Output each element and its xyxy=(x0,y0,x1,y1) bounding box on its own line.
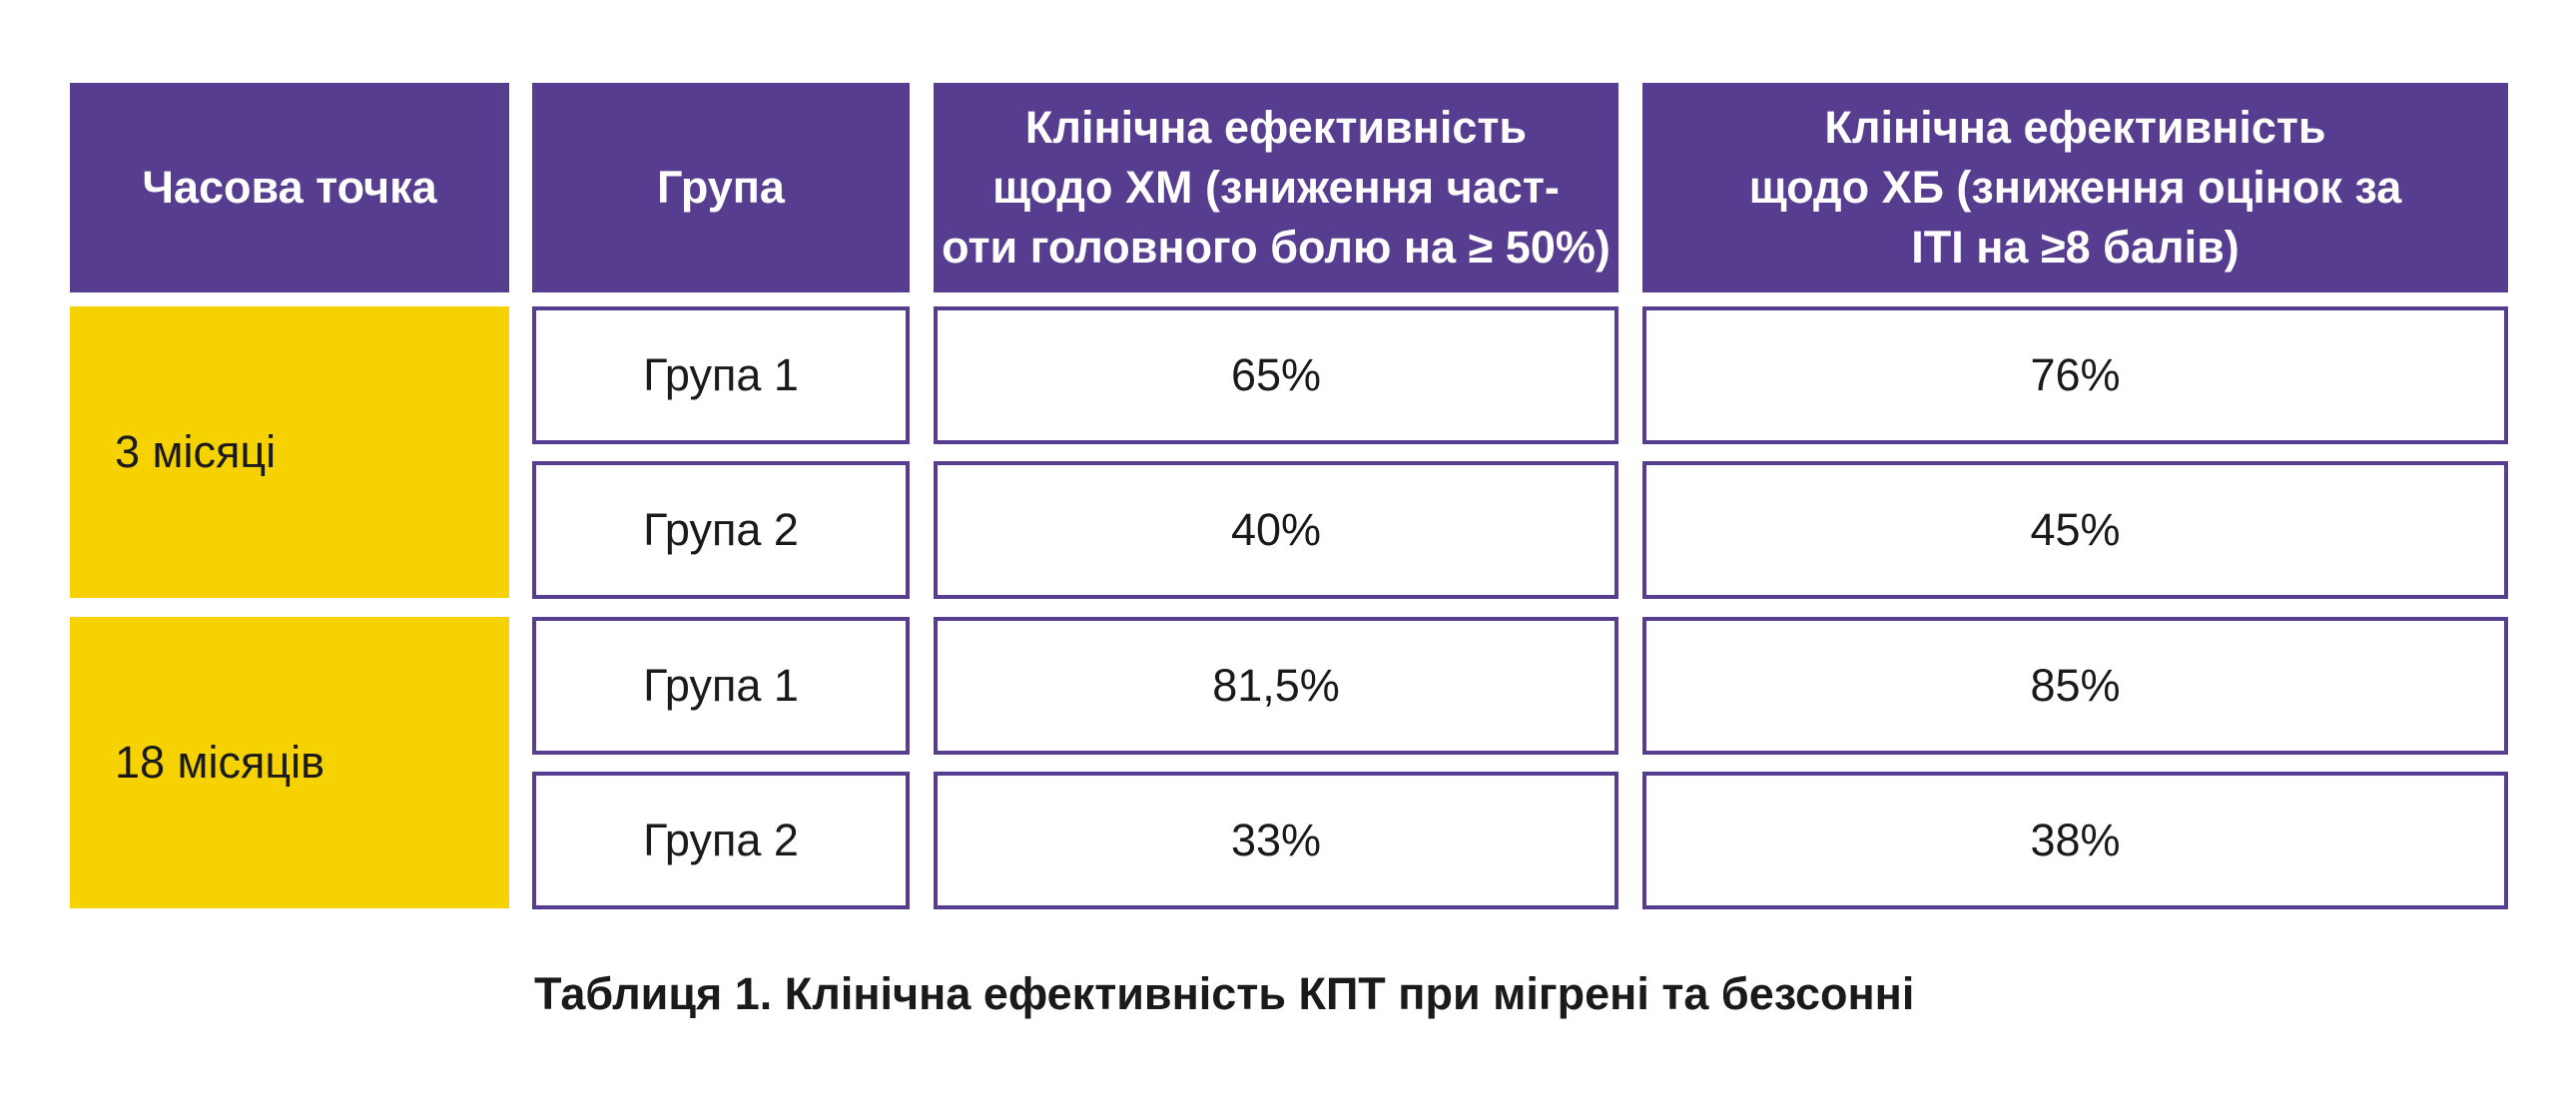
xb-value: 45% xyxy=(2030,504,2121,555)
header-xm-line-3: оти головного болю на ≥ 50%) xyxy=(942,222,1610,273)
group-label: Група 1 xyxy=(643,349,799,400)
table-row-4-xb: 38% xyxy=(1642,772,2508,909)
time-point-label: 3 місяці xyxy=(115,426,277,477)
header-xm-line-1: Клінічна ефективність xyxy=(1024,102,1528,153)
table-row-3-xm: 81,5% xyxy=(934,617,1618,755)
xm-value: 33% xyxy=(1230,815,1322,865)
xm-value: 40% xyxy=(1230,504,1322,555)
header-xm-efficacy: Клінічна ефективність щодо ХМ (зниження … xyxy=(934,83,1618,292)
table-row-3-group: Група 1 xyxy=(532,617,910,755)
header-time-point: Часова точка xyxy=(70,83,509,292)
header-time-point-label: Часова точка xyxy=(142,162,437,213)
header-group: Група xyxy=(532,83,910,292)
header-xb-line-1: Клінічна ефективність xyxy=(1824,102,2326,153)
xb-value: 76% xyxy=(2030,349,2121,400)
xb-value: 85% xyxy=(2030,660,2121,711)
header-xb-line-2: щодо ХБ (зниження оцінок за xyxy=(1748,162,2402,213)
xm-value: 65% xyxy=(1230,349,1322,400)
table-row-2-group: Група 2 xyxy=(532,461,910,599)
table-caption: Таблиця 1. Клінічна ефективність КПТ при… xyxy=(534,968,1915,1019)
table-row-1-xb: 76% xyxy=(1642,306,2508,444)
table-row-1-group: Група 1 xyxy=(532,306,910,444)
time-point-label: 18 місяців xyxy=(115,737,325,788)
table-row-3-xb: 85% xyxy=(1642,617,2508,755)
group-label: Група 2 xyxy=(643,815,799,865)
table-row-1-xm: 65% xyxy=(934,306,1618,444)
table-row-2-xm: 40% xyxy=(934,461,1618,599)
group-label: Група 2 xyxy=(643,504,799,555)
table-row-4-xm: 33% xyxy=(934,772,1618,909)
header-xb-efficacy: Клінічна ефективність щодо ХБ (зниження … xyxy=(1642,83,2508,292)
header-group-label: Група xyxy=(657,162,785,213)
group-label: Група 1 xyxy=(643,660,799,711)
time-point-18-months: 18 місяців xyxy=(70,617,509,908)
table-row-2-xb: 45% xyxy=(1642,461,2508,599)
xm-value: 81,5% xyxy=(1212,660,1340,711)
header-xb-line-3: ІТІ на ≥8 балів) xyxy=(1911,222,2240,273)
time-point-3-months: 3 місяці xyxy=(70,306,509,598)
header-xm-line-2: щодо ХМ (зниження част- xyxy=(992,162,1560,213)
table-row-4-group: Група 2 xyxy=(532,772,910,909)
xb-value: 38% xyxy=(2030,815,2121,865)
